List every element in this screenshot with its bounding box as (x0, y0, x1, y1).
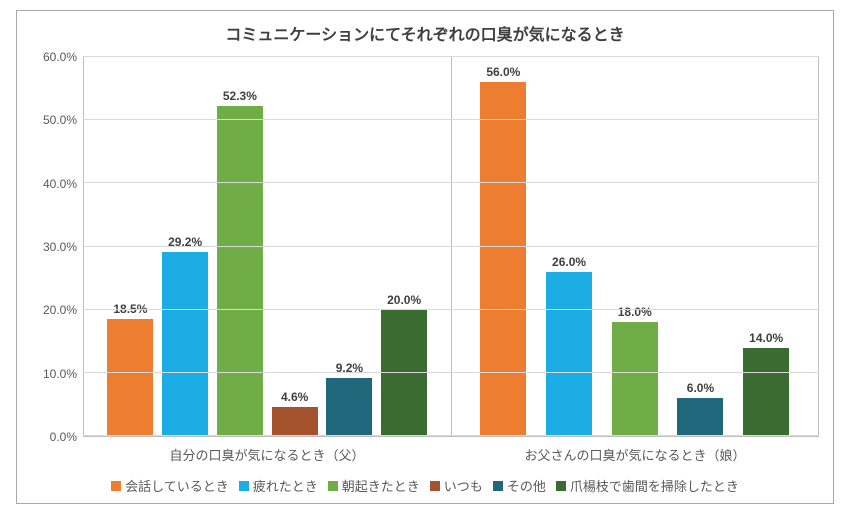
x-axis-label: 自分の口臭が気になるとき（父） (83, 437, 451, 468)
x-axis: 自分の口臭が気になるとき（父）お父さんの口臭が気になるとき（娘） (83, 437, 819, 468)
bar (272, 407, 318, 436)
legend-swatch (328, 481, 338, 491)
grid-line (83, 246, 819, 247)
y-tick-label: 30.0% (43, 240, 77, 254)
bar-value-label: 52.3% (223, 89, 257, 103)
chart-title: コミュニケーションにてそれぞれの口臭が気になるとき (31, 21, 819, 45)
legend-swatch (239, 481, 249, 491)
grid-line (83, 372, 819, 373)
bar (612, 322, 658, 436)
legend-item: 会話しているとき (111, 476, 229, 495)
bar-slot: 18.0% (605, 57, 665, 436)
bar (162, 252, 208, 436)
bar-value-label: 26.0% (552, 255, 586, 269)
y-tick-label: 40.0% (43, 177, 77, 191)
grid-line (83, 119, 819, 120)
bar-value-label: 6.0% (687, 381, 714, 395)
legend-swatch (556, 481, 566, 491)
bar-slot: 14.0% (736, 57, 796, 436)
legend-swatch (493, 481, 503, 491)
x-axis-label: お父さんの口臭が気になるとき（娘） (451, 437, 819, 468)
bar (326, 378, 372, 436)
grid-line (83, 435, 819, 436)
grid-line (83, 56, 819, 57)
bar-slot: 26.0% (539, 57, 599, 436)
legend-item: 爪楊枝で歯間を掃除したとき (556, 476, 739, 495)
legend-swatch (111, 481, 121, 491)
legend-label: 朝起きたとき (342, 476, 420, 495)
bar-value-label: 14.0% (749, 331, 783, 345)
bar (107, 319, 153, 436)
bar-value-label: 4.6% (281, 390, 308, 404)
bar (743, 348, 789, 436)
bar-groups: 18.5%29.2% 52.3% 4.6% 9.2% 20.0% 56.0% 26.0% 18… (83, 57, 819, 436)
bar-slot: 20.0% (380, 57, 429, 436)
bar-slot: 52.3% (216, 57, 265, 436)
bar-slot: 29.2% (161, 57, 210, 436)
bar-value-label: 18.0% (618, 305, 652, 319)
legend: 会話しているとき 疲れたとき 朝起きたとき いつも その他 爪楊枝で歯間を掃除したとき (31, 476, 819, 495)
bar-slot: 18.5% (106, 57, 155, 436)
bars-row: 56.0% 26.0% 18.0% 6.0% 14.0% (452, 57, 819, 436)
legend-label: 会話しているとき (125, 476, 229, 495)
plot-area: 0.0%10.0%20.0%30.0%40.0%50.0%60.0% 18.5%… (31, 57, 819, 437)
legend-item: 朝起きたとき (328, 476, 420, 495)
legend-label: その他 (507, 476, 546, 495)
bar-slot: 9.2% (325, 57, 374, 436)
y-tick-label: 60.0% (43, 50, 77, 64)
legend-item: いつも (430, 476, 483, 495)
y-tick-label: 10.0% (43, 367, 77, 381)
grid-line (83, 309, 819, 310)
legend-label: 疲れたとき (253, 476, 318, 495)
bar (677, 398, 723, 436)
plot: 18.5%29.2% 52.3% 4.6% 9.2% 20.0% 56.0% 26.0% 18… (83, 57, 819, 437)
legend-label: 爪楊枝で歯間を掃除したとき (570, 476, 739, 495)
y-tick-label: 20.0% (43, 303, 77, 317)
y-axis: 0.0%10.0%20.0%30.0%40.0%50.0%60.0% (31, 57, 83, 437)
bar (546, 272, 592, 436)
bar-value-label: 56.0% (486, 65, 520, 79)
bar (217, 106, 263, 436)
chart-frame: コミュニケーションにてそれぞれの口臭が気になるとき 0.0% 10.0% 20.0%… (16, 10, 834, 504)
grid-line (83, 182, 819, 183)
bar-group: 18.5%29.2% 52.3% 4.6% 9.2% 20.0% (83, 57, 451, 436)
bar-slot: 56.0% (474, 57, 534, 436)
bars-row: 18.5%29.2% 52.3% 4.6% 9.2% 20.0% (84, 57, 451, 436)
legend-item: その他 (493, 476, 546, 495)
bar-group: 56.0% 26.0% 18.0% 6.0% 14.0% (451, 57, 820, 436)
bar-slot: 4.6% (270, 57, 319, 436)
y-tick-label: 0.0% (50, 430, 77, 444)
legend-label: いつも (444, 476, 483, 495)
legend-item: 疲れたとき (239, 476, 318, 495)
bar-value-label: 20.0% (387, 293, 421, 307)
bar (480, 82, 526, 436)
y-tick-label: 50.0% (43, 113, 77, 127)
bar-slot: 6.0% (671, 57, 731, 436)
legend-swatch (430, 481, 440, 491)
